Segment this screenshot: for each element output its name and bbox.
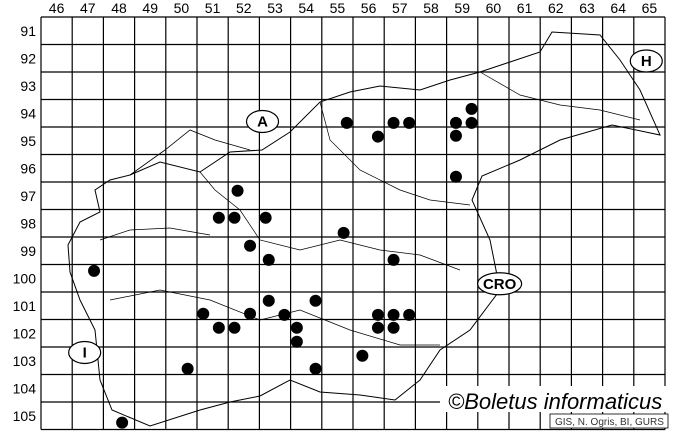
row-label: 105: [13, 408, 37, 424]
occurrence-dot: [371, 130, 384, 143]
column-label: 57: [392, 0, 408, 16]
occurrence-dot: [356, 349, 369, 362]
occurrence-dot: [309, 294, 322, 307]
row-label: 97: [20, 188, 36, 204]
occurrence-dot: [403, 308, 416, 321]
occurrence-dot: [290, 335, 303, 348]
column-label: 58: [423, 0, 439, 16]
occurrence-dot: [212, 321, 225, 334]
row-label: 101: [13, 298, 37, 314]
occurrence-dot: [181, 362, 194, 375]
source-text: GIS, N. Ogris, BI, GURS: [555, 417, 664, 428]
occurrence-dots: [88, 102, 478, 429]
country-marker-ellipse: [68, 340, 102, 365]
occurrence-dot: [262, 294, 275, 307]
occurrence-dot: [449, 116, 462, 129]
occurrence-dot: [337, 226, 350, 239]
occurrence-dot: [259, 211, 272, 224]
occurrence-dot: [228, 211, 241, 224]
occurrence-dot: [387, 253, 400, 266]
column-label: 56: [361, 0, 377, 16]
occurrence-dot: [387, 116, 400, 129]
country-marker-label: CRO: [483, 276, 517, 293]
column-label: 55: [330, 0, 346, 16]
row-label: 100: [13, 270, 37, 286]
column-label: 52: [236, 0, 252, 16]
row-label: 93: [20, 78, 36, 94]
row-label: 91: [20, 23, 36, 39]
row-labels: 91 92 93 94 95 96 97 98 99 100 101 102 103 104 105: [13, 23, 37, 424]
row-label: 103: [13, 353, 37, 369]
occurrence-dot: [228, 321, 241, 334]
occurrence-dot: [278, 308, 291, 321]
occurrence-dot: [465, 102, 478, 115]
occurrence-dot: [309, 362, 322, 375]
occurrence-dot: [290, 321, 303, 334]
row-label: 94: [20, 105, 36, 121]
occurrence-dot: [116, 416, 129, 429]
occurrence-dot: [449, 129, 462, 142]
source-box: [549, 413, 669, 429]
row-label: 99: [20, 243, 36, 259]
occurrence-dot: [387, 321, 400, 334]
occurrence-dot: [387, 308, 400, 321]
column-label: 47: [80, 0, 96, 16]
country-marker-ellipse: [629, 49, 663, 73]
country-markers: A H CRO I: [68, 49, 663, 365]
country-marker-label: H: [641, 53, 652, 70]
column-label: 46: [49, 0, 65, 16]
map-grid: [40, 16, 666, 431]
column-label: 54: [298, 0, 314, 16]
column-label: 48: [111, 0, 127, 16]
column-label: 61: [517, 0, 533, 16]
row-label: 96: [20, 160, 36, 176]
occurrence-dot: [231, 184, 244, 197]
column-label: 64: [610, 0, 626, 16]
column-label: 59: [454, 0, 470, 16]
column-label: 53: [267, 0, 283, 16]
occurrence-dot: [88, 264, 101, 277]
country-marker-ellipse: [245, 109, 280, 134]
country-marker-label: A: [257, 114, 268, 131]
credit-text: ©Boletus informaticus: [448, 389, 662, 414]
column-label: 63: [579, 0, 595, 16]
column-label: 51: [205, 0, 221, 16]
row-label: 102: [13, 325, 37, 341]
occurrence-dot: [212, 211, 225, 224]
row-label: 104: [13, 380, 37, 396]
occurrence-dot: [340, 116, 353, 129]
column-label: 49: [142, 0, 158, 16]
row-label: 95: [20, 133, 36, 149]
column-label: 50: [174, 0, 190, 16]
column-label: 60: [486, 0, 502, 16]
occurrence-dot: [244, 307, 257, 320]
occurrence-dot: [403, 116, 416, 129]
occurrence-dot: [371, 321, 384, 334]
country-marker-label: I: [83, 345, 87, 362]
row-label: 92: [20, 50, 36, 66]
occurrence-dot: [262, 253, 275, 266]
column-label: 65: [642, 0, 658, 16]
row-label: 98: [20, 215, 36, 231]
occurrence-dot: [197, 307, 210, 320]
occurrence-dot: [244, 239, 257, 252]
country-marker-ellipse: [477, 272, 523, 296]
column-label: 62: [548, 0, 564, 16]
credit-background: [440, 386, 668, 412]
occurrence-dot: [465, 116, 478, 129]
occurrence-dot: [449, 170, 462, 183]
column-labels: 46 47 48 49 50 51 52 53 54 55 56 57 58 59 60 61 62 63 64 65: [49, 0, 658, 16]
occurrence-dot: [371, 308, 384, 321]
